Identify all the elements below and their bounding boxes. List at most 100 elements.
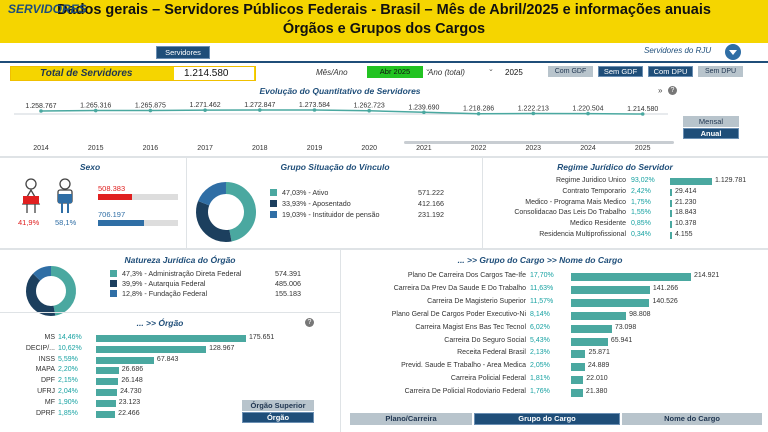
evolution-point[interactable] [531, 111, 536, 116]
grupo-row-bar[interactable] [571, 363, 585, 372]
orgao-row-bar[interactable] [96, 410, 116, 418]
grupo-row-bar[interactable] [571, 273, 691, 281]
regime-row-label[interactable]: Medico - Programa Mais Medico [525, 198, 626, 206]
help-icon[interactable]: ? [668, 86, 677, 95]
donut-slice[interactable] [198, 182, 227, 206]
grupo-row-label[interactable]: Plano De Carreira Dos Cargos Tae-Ife [407, 272, 526, 279]
grupo-row-label[interactable]: Carreira Da Prev Da Saude E Do Trabalho [393, 284, 526, 292]
donut-slice[interactable] [32, 266, 52, 281]
evolution-point[interactable] [422, 110, 426, 115]
grupo-row-label[interactable]: Receita Federal Brasil [457, 349, 526, 357]
mensal-toggle[interactable]: Mensal [683, 116, 739, 127]
orgao-row-bar[interactable] [96, 356, 154, 364]
tab-nome-do-cargo[interactable]: Nome do Cargo [622, 413, 762, 425]
regime-row-bar[interactable] [670, 178, 712, 185]
orgao-superior-button[interactable]: Órgão Superior [242, 400, 314, 411]
timeline-scrollbar[interactable] [404, 141, 674, 144]
regime-row-label[interactable]: Consolidacao Das Leis Do Trabalho [514, 209, 626, 217]
evolution-year-label: 2022 [471, 145, 487, 152]
evolution-value-label: 1.218.286 [463, 106, 494, 113]
male-pct: 58,1% [55, 218, 77, 227]
donut-slice[interactable] [225, 182, 256, 242]
com-gdf-button[interactable]: Com GDF [548, 66, 593, 77]
grupo-row-bar[interactable] [571, 350, 586, 359]
evolution-point[interactable] [203, 108, 207, 112]
grupo-row-bar[interactable] [571, 311, 627, 320]
orgao-button[interactable]: Órgão [242, 412, 314, 423]
evolution-year-label: 2023 [526, 145, 542, 152]
regime-row-bar[interactable] [670, 210, 672, 218]
vinculo-legend-swatch [270, 211, 277, 218]
regime-title: Regime Jurídico do Servidor [557, 162, 673, 172]
orgao-row-bar[interactable] [96, 345, 207, 353]
regime-row-label[interactable]: Contrato Temporario [562, 187, 626, 195]
com-dpu-button[interactable]: Com DPU [648, 66, 693, 77]
orgao-row-label[interactable]: MS [44, 334, 56, 341]
grupo-row-label[interactable]: Carreira Magist Ens Bas Tec Tecnol [415, 323, 526, 331]
grupo-row-bar[interactable] [571, 389, 583, 398]
year-filter-value[interactable]: 2025 [505, 68, 523, 77]
evolution-point[interactable] [312, 108, 317, 112]
grupo-row-label[interactable]: Carreira De Magisterio Superior [427, 297, 526, 305]
evolution-point[interactable] [39, 109, 43, 113]
orgao-row-value: 175.651 [249, 334, 275, 341]
regime-row-bar[interactable] [670, 221, 672, 229]
evolution-point[interactable] [148, 108, 153, 113]
orgao-row-pct: 5,59% [58, 355, 78, 363]
grupo-row-label[interactable]: Carreira Policial Federal [450, 375, 526, 383]
evolution-point[interactable] [640, 112, 645, 116]
regime-row-label[interactable]: Medico Residente [569, 220, 626, 228]
donut-slice[interactable] [50, 266, 76, 316]
grupo-row-bar[interactable] [571, 298, 650, 307]
drill-down-icon[interactable]: » [658, 86, 663, 95]
grupo-row-bar[interactable] [571, 376, 584, 385]
orgao-row-pct: 14,46% [58, 334, 82, 341]
tab-plano-carreira[interactable]: Plano/Carreira [350, 413, 472, 425]
sem-gdf-button[interactable]: Sem GDF [598, 66, 643, 77]
regime-row-bar[interactable] [670, 188, 672, 196]
orgao-row-label[interactable]: MAPA [35, 366, 55, 374]
grupo-row-label[interactable]: Carreira De Policial Rodoviario Federal [404, 388, 526, 396]
regime-row-bar[interactable] [670, 232, 672, 239]
evolution-point[interactable] [586, 111, 590, 116]
orgao-row-label[interactable]: INSS [38, 355, 55, 363]
total-kpi-value: 1.214.580 [184, 68, 229, 79]
month-filter-value[interactable]: Abr 2025 [367, 66, 423, 78]
regime-row-label[interactable]: Residencia Multiprofissional [539, 231, 626, 238]
donut-slice[interactable] [26, 273, 56, 316]
donut-slice[interactable] [196, 201, 232, 242]
evolution-point[interactable] [93, 108, 98, 113]
evolution-point[interactable] [367, 108, 372, 113]
month-dropdown-icon[interactable]: ⌄ [425, 66, 431, 73]
page-header: Dados gerais – Servidores Públicos Feder… [0, 0, 768, 43]
evolution-point[interactable] [476, 111, 481, 116]
orgao-row-bar[interactable] [96, 335, 246, 342]
orgao-row-label[interactable]: UFRJ [37, 388, 55, 395]
chevron-down-icon[interactable] [725, 44, 741, 60]
sem-dpu-button[interactable]: Sem DPU [698, 66, 743, 77]
orgao-row-label[interactable]: MF [44, 398, 55, 406]
evolution-year-label: 2024 [580, 145, 596, 152]
regime-row-bar[interactable] [670, 199, 672, 207]
grupo-row-label[interactable]: Carreira Do Seguro Social [444, 336, 526, 344]
orgao-row-label[interactable]: DPF [41, 377, 55, 385]
help-icon[interactable]: ? [305, 318, 314, 327]
servidores-tab[interactable]: Servidores [156, 46, 210, 59]
orgao-row-label[interactable]: DECIP/... [25, 344, 55, 352]
tab-grupo-do-cargo[interactable]: Grupo do Cargo [474, 413, 620, 425]
orgao-row-label[interactable]: DPRF [35, 409, 55, 417]
orgao-row-bar[interactable] [96, 378, 119, 386]
grupo-row-bar[interactable] [571, 324, 612, 333]
grupo-row-label[interactable]: Previd. Saude E Trabalho - Area Medica [401, 362, 526, 370]
anual-toggle[interactable]: Anual [683, 128, 739, 139]
evolution-value-label: 1.272.847 [244, 102, 275, 109]
grupo-row-label[interactable]: Plano Geral De Cargos Poder Executivo-Ni [391, 310, 526, 318]
year-dropdown-icon[interactable]: ⌄ [488, 66, 494, 73]
orgao-row-bar[interactable] [96, 367, 119, 375]
grupo-row-bar[interactable] [571, 285, 650, 294]
orgao-row-bar[interactable] [96, 389, 118, 396]
regime-row-label[interactable]: Regime Juridico Unico [555, 177, 626, 184]
orgao-row-bar[interactable] [96, 399, 116, 407]
evolution-point[interactable] [258, 108, 262, 112]
grupo-row-bar[interactable] [571, 337, 608, 346]
